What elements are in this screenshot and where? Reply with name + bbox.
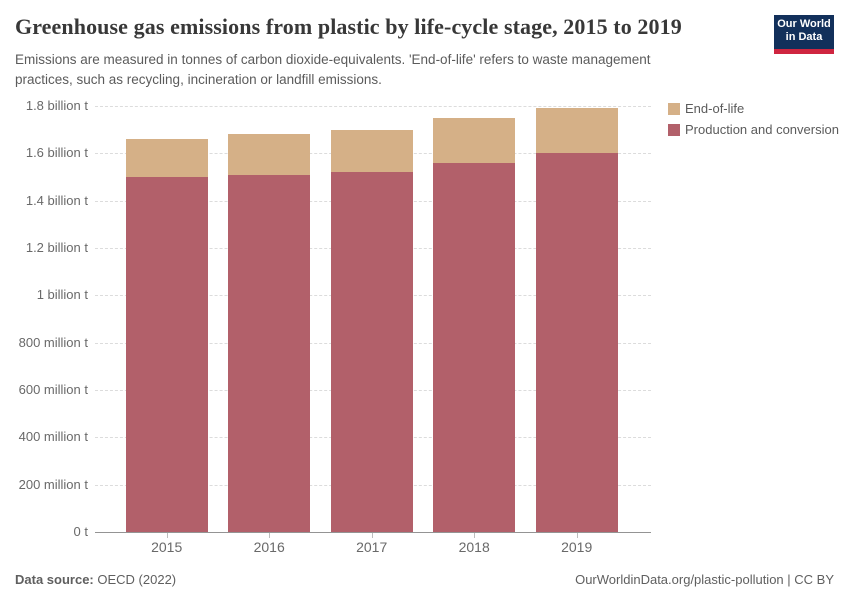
y-axis-tick-label: 200 million t [18,476,88,492]
x-axis-line [95,532,651,533]
chart-footer: Data source: OECD (2022) OurWorldinData.… [15,572,834,587]
y-axis-tick-label: 1.6 billion t [25,145,88,161]
owid-logo-line-1: Our World [777,18,831,30]
y-axis-tick-label: 1.4 billion t [25,192,88,208]
legend-item-production-and-conversion[interactable]: Production and conversion [668,123,839,137]
bar-2019[interactable] [535,108,618,532]
x-axis-label-2016: 2016 [253,539,285,555]
owid-logo-line-2: in Data [785,31,823,43]
segment-end-of-life-2017[interactable] [330,129,413,173]
chart-subtitle: Emissions are measured in tonnes of carb… [15,50,715,90]
chart-legend: End-of-life Production and conversion [668,102,839,144]
owid-logo-stripe [774,49,834,54]
segment-production-and-conversion-2018[interactable] [433,162,516,532]
segment-end-of-life-2018[interactable] [433,117,516,163]
y-axis-tick-label: 0 t [73,524,88,539]
legend-item-end-of-life[interactable]: End-of-life [668,102,839,116]
segment-production-and-conversion-2016[interactable] [228,174,311,532]
bar-2018[interactable] [433,117,516,532]
x-axis-tick-2016 [269,533,271,538]
bar-2016[interactable] [228,134,311,532]
y-axis-tick-label: 600 million t [18,382,88,397]
legend-swatch-end-of-life [668,103,680,115]
x-axis-tick-2018 [474,533,476,538]
y-axis-tick-label: 1.2 billion t [25,240,88,255]
gridline [95,106,651,107]
owid-logo[interactable]: Our World in Data [774,15,834,54]
legend-label: Production and conversion [685,122,839,137]
data-source-note: Data source: OECD (2022) [15,572,176,587]
y-axis-tick-label: 1.8 billion t [25,98,88,113]
x-axis-tick-2017 [371,533,373,538]
data-source-label: Data source: [15,572,94,587]
legend-swatch-production-and-conversion [668,124,680,136]
segment-production-and-conversion-2019[interactable] [535,153,618,532]
data-source-value: OECD (2022) [97,572,177,587]
x-axis-label-2017: 2017 [356,539,388,555]
segment-production-and-conversion-2015[interactable] [125,176,208,532]
plot-area: End-of-life Production and conversion 0 … [0,98,850,570]
chart-title: Greenhouse gas emissions from plastic by… [15,14,682,39]
y-axis-tick-label: 1 billion t [36,287,88,303]
y-axis-tick-label: 800 million t [18,334,88,350]
attribution-license[interactable]: OurWorldinData.org/plastic-pollution | C… [575,572,834,587]
x-axis-label-2019: 2019 [561,539,593,555]
segment-production-and-conversion-2017[interactable] [330,172,413,532]
x-axis-tick-2015 [166,533,168,538]
legend-label: End-of-life [685,101,745,116]
segment-end-of-life-2019[interactable] [535,108,618,154]
x-axis-tick-2019 [576,533,578,538]
bar-2015[interactable] [125,139,208,532]
x-axis-label-2018: 2018 [458,539,490,555]
segment-end-of-life-2015[interactable] [125,139,208,177]
chart-subtitle-line-2: practices, such as recycling, incinerati… [15,72,382,87]
chart-subtitle-line-1: Emissions are measured in tonnes of carb… [15,52,651,67]
y-axis-tick-label: 400 million t [18,429,88,445]
bar-2017[interactable] [330,129,413,532]
x-axis-label-2015: 2015 [151,539,183,555]
segment-end-of-life-2016[interactable] [228,134,311,175]
